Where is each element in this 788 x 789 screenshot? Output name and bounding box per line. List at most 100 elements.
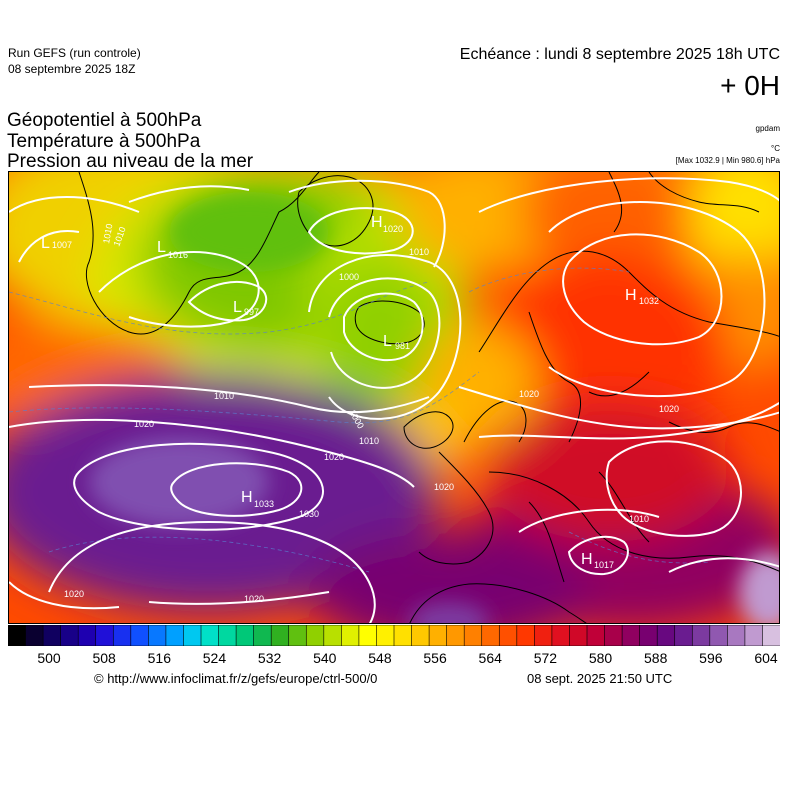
svg-text:L: L bbox=[157, 239, 166, 256]
colorbar-tick-label: 508 bbox=[92, 650, 116, 666]
colorbar-swatch bbox=[534, 624, 553, 647]
svg-text:H: H bbox=[625, 287, 637, 304]
colorbar-swatch bbox=[551, 624, 571, 647]
colorbar-tick-label: 524 bbox=[202, 650, 227, 666]
colorbar-swatch bbox=[586, 624, 606, 647]
colorbar-swatch bbox=[709, 624, 729, 647]
colorbar-tick-label: 540 bbox=[313, 650, 337, 666]
isobar-label: 1010 bbox=[409, 247, 429, 257]
high-center: H 1033 bbox=[241, 489, 274, 509]
colorbar-swatch bbox=[25, 624, 44, 647]
colorbar-swatch bbox=[656, 624, 676, 647]
low-center: L 997 bbox=[233, 299, 259, 317]
isobar-label: 1020 bbox=[64, 589, 84, 599]
colorbar-swatch bbox=[305, 624, 325, 647]
colorbar-swatch bbox=[60, 624, 79, 647]
isobar-label: 1020 bbox=[434, 482, 454, 492]
forecast-valid-time: Echéance : lundi 8 septembre 2025 18h UT… bbox=[459, 46, 780, 63]
isobar-label: 1020 bbox=[244, 594, 264, 604]
colorbar-swatch bbox=[7, 624, 27, 647]
colorbar-tick-label: 516 bbox=[147, 650, 171, 666]
isobar-label: 1020 bbox=[519, 389, 539, 399]
colorbar-swatch bbox=[95, 624, 115, 647]
unit-celsius: °C bbox=[771, 144, 780, 153]
colorbar-swatch bbox=[341, 624, 360, 647]
isobar-label: 1010 bbox=[359, 436, 379, 446]
colorbar-tick-label: 564 bbox=[478, 650, 502, 666]
low-center: L 981 bbox=[383, 333, 410, 351]
run-label: Run GEFS (run controle) bbox=[8, 46, 141, 60]
variable-temperature: Température à 500hPa bbox=[7, 131, 201, 152]
colorbar-swatch bbox=[691, 624, 711, 647]
geopotential-field bbox=[9, 172, 779, 623]
colorbar-swatch bbox=[674, 624, 694, 647]
svg-text:997: 997 bbox=[244, 307, 259, 317]
run-date: 08 septembre 2025 18Z bbox=[8, 62, 136, 76]
source-credit: © http://www.infoclimat.fr/z/gefs/europe… bbox=[94, 671, 378, 686]
pressure-max-min: [Max 1032.9 | Min 980.6] hPa bbox=[675, 156, 780, 165]
isobar-labels: 1010 1010 1010 1000 1010 1020 1020 1020 … bbox=[64, 223, 679, 604]
geopotential-colorbar bbox=[7, 624, 781, 647]
colorbar-swatch bbox=[218, 624, 237, 647]
colorbar-swatch bbox=[130, 624, 150, 647]
generation-timestamp: 08 sept. 2025 21:50 UTC bbox=[527, 671, 673, 686]
colorbar-tick-label: 604 bbox=[754, 650, 778, 666]
colorbar-swatch bbox=[200, 624, 220, 647]
colorbar-swatch bbox=[744, 624, 764, 647]
isobar-label: 1030 bbox=[299, 509, 319, 519]
colorbar-swatch bbox=[77, 624, 97, 647]
colorbar-tick-label: 572 bbox=[533, 650, 558, 666]
weather-map: 1010 1010 1010 1000 1010 1020 1020 1020 … bbox=[8, 171, 780, 624]
colorbar-tick-label: 532 bbox=[257, 650, 282, 666]
colorbar-swatch bbox=[428, 624, 448, 647]
colorbar-swatch bbox=[235, 624, 255, 647]
colorbar-swatch bbox=[604, 624, 623, 647]
colorbar-swatch bbox=[481, 624, 501, 647]
svg-text:1016: 1016 bbox=[168, 250, 188, 260]
isobar-label: 1020 bbox=[324, 452, 344, 462]
svg-text:1032: 1032 bbox=[639, 296, 659, 306]
colorbar-swatch bbox=[411, 624, 430, 647]
colorbar-swatch bbox=[270, 624, 290, 647]
svg-text:L: L bbox=[233, 299, 242, 316]
isobar-label: 1020 bbox=[659, 404, 679, 414]
svg-text:L: L bbox=[383, 333, 392, 350]
colorbar-swatch bbox=[516, 624, 536, 647]
high-center: H 1017 bbox=[581, 551, 614, 570]
svg-text:1007: 1007 bbox=[52, 240, 72, 250]
variable-geopotential: Géopotentiel à 500hPa bbox=[7, 110, 202, 131]
svg-text:1017: 1017 bbox=[594, 560, 614, 570]
high-center: H 1032 bbox=[625, 287, 659, 306]
svg-text:H: H bbox=[581, 551, 593, 568]
svg-text:H: H bbox=[241, 489, 253, 506]
colorbar-swatch bbox=[376, 624, 395, 647]
isobar-label: 1010 bbox=[101, 223, 114, 244]
colorbar-swatch bbox=[165, 624, 185, 647]
isobar-label: 1010 bbox=[629, 514, 649, 524]
colorbar-tick-label: 548 bbox=[368, 650, 392, 666]
isotherms bbox=[9, 267, 710, 573]
svg-text:L: L bbox=[41, 235, 50, 252]
colorbar-swatch bbox=[727, 624, 746, 647]
high-center: H 1020 bbox=[371, 214, 403, 234]
colorbar-swatch bbox=[621, 624, 641, 647]
colorbar-swatch bbox=[112, 624, 132, 647]
colorbar-swatch bbox=[42, 624, 62, 647]
colorbar-swatch bbox=[393, 624, 413, 647]
svg-text:1020: 1020 bbox=[383, 224, 403, 234]
colorbar-swatch bbox=[498, 624, 518, 647]
svg-text:1033: 1033 bbox=[254, 499, 274, 509]
colorbar-swatch bbox=[323, 624, 343, 647]
colorbar-tick-label: 500 bbox=[37, 650, 61, 666]
svg-text:981: 981 bbox=[395, 341, 410, 351]
isobar-label: 1000 bbox=[339, 272, 359, 282]
colorbar-svg bbox=[7, 624, 781, 647]
colorbar-swatch bbox=[253, 624, 272, 647]
colorbar-swatch bbox=[639, 624, 658, 647]
colorbar-tick-label: 588 bbox=[644, 650, 668, 666]
variable-mslp: Pression au niveau de la mer bbox=[7, 151, 254, 172]
pressure-centers: L 1007 L 1016 L 997 H 1020 L 981 H 1032 bbox=[41, 214, 659, 570]
low-center: L 1016 bbox=[157, 239, 188, 260]
low-center: L 1007 bbox=[41, 235, 72, 252]
isobar-label: 1010 bbox=[214, 391, 234, 401]
